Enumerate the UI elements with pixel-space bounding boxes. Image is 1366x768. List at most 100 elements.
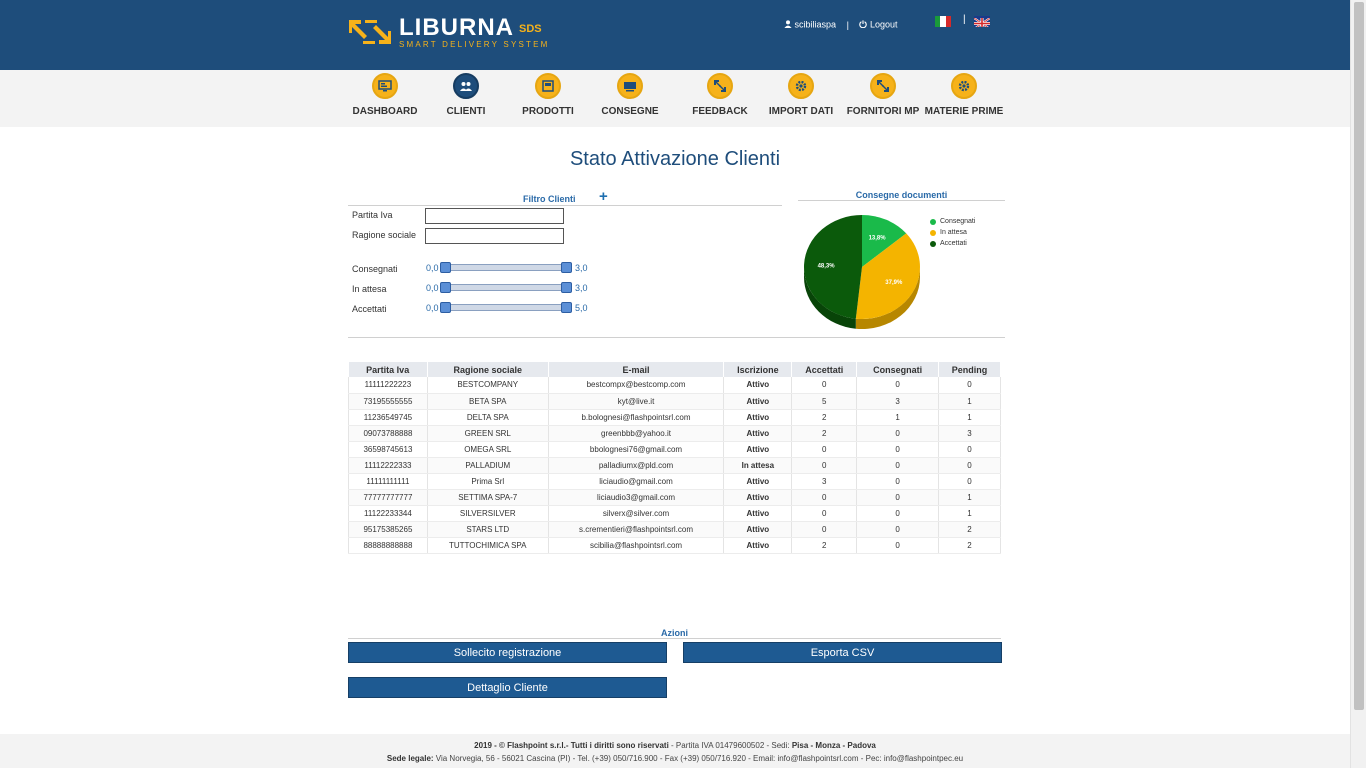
consegnati-slider[interactable]: [441, 264, 571, 271]
col-pending[interactable]: Pending: [938, 362, 1001, 377]
filter-expand-button[interactable]: +: [599, 188, 608, 205]
in-attesa-min-handle[interactable]: [440, 282, 451, 293]
footer-copyright: 2019 - © Flashpoint s.r.l.- Tutti i diri…: [474, 741, 669, 750]
cell-pending: 1: [938, 489, 1001, 506]
cell-email: s.crementieri@flashpointsrl.com: [548, 521, 725, 538]
cell-pending: 1: [938, 409, 1001, 426]
legend-swatch: [930, 218, 936, 225]
esporta-csv-button[interactable]: Esporta CSV: [683, 642, 1002, 663]
in-attesa-max-handle[interactable]: [561, 282, 572, 293]
actions-divider: [348, 638, 1001, 639]
cell-consegnati: 0: [856, 425, 940, 442]
cell-email: scibilia@flashpointsrl.com: [548, 537, 725, 554]
accettati-min-handle[interactable]: [440, 302, 451, 313]
table-row[interactable]: 11122233344 SILVERSILVER silverx@silver.co…: [348, 505, 1001, 522]
table-row[interactable]: 95175385265 STARS LTD s.crementieri@flashp…: [348, 521, 1001, 538]
clients-table: Partita Iva Ragione sociale E-mail Iscri…: [348, 362, 1001, 554]
col-iscrizione[interactable]: Iscrizione: [723, 362, 793, 377]
cell-ragione-sociale: STARS LTD: [427, 521, 549, 538]
cell-iscrizione: Attivo: [723, 441, 793, 458]
cell-consegnati: 0: [856, 521, 940, 538]
legend-item: In attesa: [930, 227, 975, 238]
cell-accettati: 0: [791, 521, 858, 538]
footer-piva: - Partita IVA 01479600502 - Sedi:: [668, 741, 792, 750]
table-row[interactable]: 11111111111 Prima Srl liciaudio@gmail.com A…: [348, 473, 1001, 490]
partita-iva-input[interactable]: [425, 208, 564, 224]
power-icon[interactable]: [859, 20, 870, 30]
cell-accettati: 0: [791, 457, 858, 474]
cell-consegnati: 0: [856, 537, 940, 554]
table-row[interactable]: 11111222223 BESTCOMPANY bestcompx@bestcomp…: [348, 377, 1001, 394]
table-row[interactable]: 88888888888 TUTTOCHIMICA SPA scibilia@flas…: [348, 537, 1001, 554]
footer: 2019 - © Flashpoint s.r.l.- Tutti i diri…: [0, 734, 1350, 768]
table-row[interactable]: 09073788888 GREEN SRL greenbbb@yahoo.it Att…: [348, 425, 1001, 442]
table-row[interactable]: 11236549745 DELTA SPA b.bolognesi@flashpoi…: [348, 409, 1001, 426]
consegnati-min-handle[interactable]: [440, 262, 451, 273]
pie-slice-label: 48,3%: [818, 263, 836, 269]
cell-pending: 2: [938, 537, 1001, 554]
filter-divider: [348, 205, 782, 206]
consegnati-max-handle[interactable]: [561, 262, 572, 273]
table-row[interactable]: 73195555555 BETA SPA kyt@live.it Attivo 5 3 1: [348, 393, 1001, 410]
pie-slice-label: 37,9%: [885, 280, 903, 286]
footer-legal: Via Norvegia, 56 - 56021 Cascina (PI) - …: [433, 754, 964, 763]
nav-dashboard[interactable]: DASHBOARD: [345, 70, 425, 127]
col-ragione-sociale[interactable]: Ragione sociale: [427, 362, 549, 377]
gear-icon: [788, 73, 814, 99]
nav-consegne[interactable]: CONSEGNE: [590, 70, 670, 127]
cell-accettati: 2: [791, 537, 858, 554]
logo[interactable]: LIBURNA SDS SMART DELIVERY SYSTEM: [347, 14, 547, 50]
cell-ragione-sociale: SETTIMA SPA-7: [427, 489, 549, 506]
sollecito-registrazione-button[interactable]: Sollecito registrazione: [348, 642, 667, 663]
footer-legal-label: Sede legale:: [386, 754, 434, 763]
table-row[interactable]: 11112222333 PALLADIUM palladiumx@pld.com In…: [348, 457, 1001, 474]
cell-consegnati: 0: [856, 505, 940, 522]
accettati-min-value: 0,0: [426, 303, 439, 313]
col-consegnati[interactable]: Consegnati: [856, 362, 940, 377]
table-row[interactable]: 77777777777 SETTIMA SPA-7 liciaudio3@gmail…: [348, 489, 1001, 506]
dettaglio-cliente-button[interactable]: Dettaglio Cliente: [348, 677, 667, 698]
consegnati-max-value: 3,0: [575, 263, 588, 273]
table-row[interactable]: 36598745613 OMEGA SRL bbolognesi76@gmail.c…: [348, 441, 1001, 458]
nav-fornitori-mp[interactable]: FORNITORI MP: [843, 70, 923, 127]
col-email[interactable]: E-mail: [548, 362, 725, 377]
pie-slice[interactable]: [855, 233, 920, 319]
cell-ragione-sociale: OMEGA SRL: [427, 441, 549, 458]
ragione-sociale-input[interactable]: [425, 228, 564, 244]
username[interactable]: scibiliaspa: [794, 19, 837, 30]
cell-ragione-sociale: PALLADIUM: [427, 457, 549, 474]
pie-slice[interactable]: [803, 215, 862, 319]
scrollbar-thumb[interactable]: [1354, 2, 1364, 710]
pie-slice[interactable]: [862, 215, 907, 267]
lang-separator: |: [963, 14, 966, 25]
cell-email: bbolognesi76@gmail.com: [548, 441, 725, 458]
partita-iva-label: Partita Iva: [352, 210, 393, 220]
italian-flag-icon[interactable]: [935, 16, 951, 27]
accettati-max-handle[interactable]: [561, 302, 572, 313]
nav-prodotti[interactable]: PRODOTTI: [508, 70, 588, 127]
page-scrollbar[interactable]: [1350, 0, 1366, 768]
cell-consegnati: 0: [856, 441, 940, 458]
english-flag-icon[interactable]: [974, 16, 990, 27]
col-partita-iva[interactable]: Partita Iva: [348, 362, 428, 377]
accettati-slider-label: Accettati: [352, 304, 387, 314]
cell-accettati: 0: [791, 441, 858, 458]
cell-accettati: 5: [791, 393, 858, 410]
cell-partita-iva: 11122233344: [348, 505, 428, 522]
col-accettati[interactable]: Accettati: [791, 362, 858, 377]
cell-iscrizione: Attivo: [723, 521, 793, 538]
brand-suffix: SDS: [519, 23, 542, 35]
logout-link[interactable]: Logout: [869, 19, 898, 30]
nav-import-dati[interactable]: IMPORT DATI: [761, 70, 841, 127]
cell-email: silverx@silver.com: [548, 505, 725, 522]
top-header: LIBURNA SDS SMART DELIVERY SYSTEM scibil…: [0, 0, 1350, 70]
in-attesa-max-value: 3,0: [575, 283, 588, 293]
cell-ragione-sociale: BESTCOMPANY: [427, 377, 549, 394]
accettati-slider[interactable]: [441, 304, 571, 311]
nav-clienti[interactable]: CLIENTI: [426, 70, 506, 127]
pie-slice-side: [855, 267, 920, 329]
in-attesa-slider[interactable]: [441, 284, 571, 291]
nav-materie-prime[interactable]: MATERIE PRIME: [924, 70, 1004, 127]
brand-name: LIBURNA: [399, 14, 514, 41]
nav-feedback[interactable]: FEEDBACK: [680, 70, 760, 127]
